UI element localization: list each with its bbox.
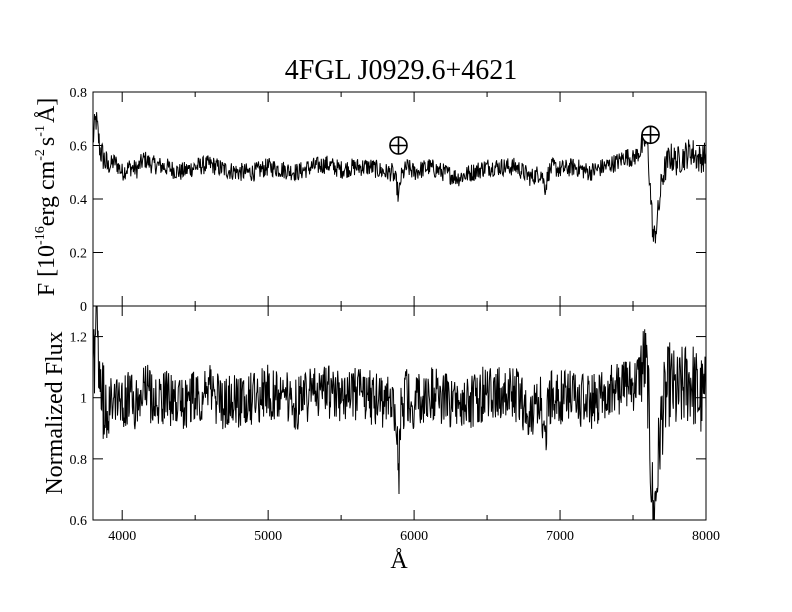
flux-panel-frame — [92, 91, 707, 307]
flux-ylabel-exp3: -1 — [33, 125, 48, 137]
flux-y-tick-label: 0.2 — [70, 247, 88, 262]
flux-ylabel-mid2: s — [34, 137, 60, 146]
normalized-y-tick-label: 1 — [80, 392, 87, 407]
flux-y-tick-label: 0 — [80, 300, 87, 315]
x-tick-label: 6000 — [400, 529, 428, 544]
x-axis-ticks: 4000 5000 6000 7000 8000 — [108, 92, 720, 544]
flux-panel: 0 0.2 0.4 0.6 0.8 — [70, 86, 707, 315]
normalized-y-axis-label: Normalized Flux — [42, 331, 68, 494]
flux-ylabel-mid1: erg cm — [34, 160, 60, 226]
flux-ylabel-exp1: -16 — [33, 226, 48, 245]
flux-spectrum-line — [92, 112, 707, 244]
x-tick-label: 7000 — [546, 529, 574, 544]
flux-y-tick-label: 0.4 — [70, 193, 88, 208]
flux-y-tick-label: 0.6 — [70, 140, 88, 155]
flux-ylabel-prefix: F [10 — [34, 245, 60, 296]
normalized-spectrum-line — [92, 305, 707, 521]
normalized-panel: 0.6 0.8 1 1.2 4000 5000 6000 7000 8000 — [70, 92, 720, 544]
flux-y-ticks: 0 0.2 0.4 0.6 0.8 — [70, 86, 706, 315]
x-axis-label: Å — [390, 548, 408, 574]
normalized-y-tick-label: 0.6 — [70, 514, 88, 529]
normalized-y-tick-label: 0.8 — [70, 453, 88, 468]
x-tick-label: 4000 — [108, 529, 136, 544]
flux-y-tick-label: 0.8 — [70, 86, 88, 101]
normalized-panel-frame — [92, 305, 707, 521]
chart-title: 4FGL J0929.6+4621 — [285, 55, 518, 86]
normalized-y-tick-label: 1.2 — [70, 331, 88, 346]
normalized-y-ticks: 0.6 0.8 1 1.2 — [70, 331, 706, 529]
x-tick-label: 5000 — [254, 529, 282, 544]
flux-y-axis-label: F [10-16erg cm-2 s-1 Å] — [33, 98, 60, 297]
flux-ylabel-suffix: Å] — [34, 98, 60, 123]
earth-symbol-icon — [641, 125, 660, 145]
flux-ylabel-exp2: -2 — [33, 149, 48, 161]
telluric-markers — [389, 125, 660, 155]
x-tick-label: 8000 — [692, 529, 720, 544]
earth-symbol-icon — [389, 136, 408, 155]
